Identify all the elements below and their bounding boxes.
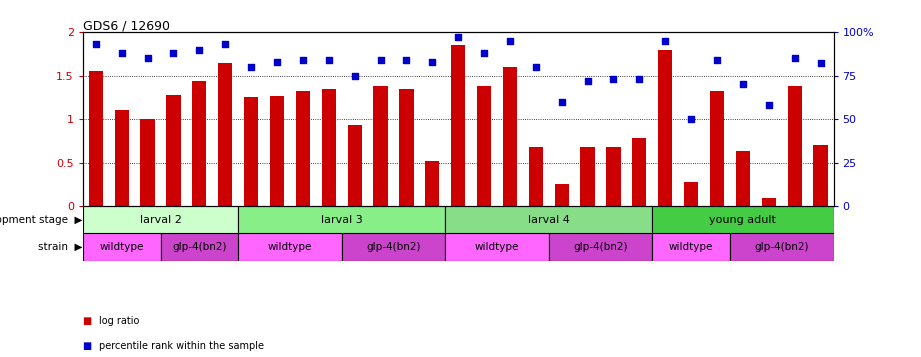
Text: percentile rank within the sample: percentile rank within the sample xyxy=(99,341,264,351)
Bar xyxy=(239,206,445,233)
Point xyxy=(632,76,647,82)
Bar xyxy=(239,233,342,261)
Point xyxy=(451,35,466,40)
Point xyxy=(192,47,206,52)
Bar xyxy=(244,97,258,206)
Point xyxy=(710,57,725,63)
Bar xyxy=(426,161,439,206)
Point xyxy=(114,50,129,56)
Bar xyxy=(445,206,652,233)
Text: log ratio: log ratio xyxy=(99,316,140,326)
Bar xyxy=(321,89,336,206)
Bar xyxy=(632,138,647,206)
Point xyxy=(736,81,751,87)
Point xyxy=(477,50,492,56)
Point xyxy=(762,102,776,108)
Text: wildtype: wildtype xyxy=(268,242,312,252)
Point xyxy=(296,57,310,63)
Bar xyxy=(580,147,595,206)
Bar xyxy=(549,233,652,261)
Bar xyxy=(167,95,181,206)
Bar xyxy=(342,233,445,261)
Text: wildtype: wildtype xyxy=(475,242,519,252)
Bar xyxy=(83,233,160,261)
Text: glp-4(bn2): glp-4(bn2) xyxy=(573,242,628,252)
Bar xyxy=(373,86,388,206)
Bar xyxy=(762,197,775,206)
Point xyxy=(813,61,828,66)
Bar xyxy=(787,86,802,206)
Bar xyxy=(606,147,621,206)
Point xyxy=(580,78,595,84)
Text: glp-4(bn2): glp-4(bn2) xyxy=(754,242,809,252)
Point xyxy=(425,59,439,65)
Point xyxy=(787,55,802,61)
Text: young adult: young adult xyxy=(709,215,776,225)
Bar xyxy=(503,67,517,206)
Point xyxy=(399,57,414,63)
Bar xyxy=(710,91,724,206)
Point xyxy=(503,38,518,44)
Text: larval 2: larval 2 xyxy=(140,215,181,225)
Bar xyxy=(730,233,834,261)
Point xyxy=(140,55,155,61)
Text: glp-4(bn2): glp-4(bn2) xyxy=(172,242,227,252)
Point xyxy=(658,38,672,44)
Text: strain  ▶: strain ▶ xyxy=(39,242,83,252)
Text: larval 4: larval 4 xyxy=(528,215,570,225)
Text: wildtype: wildtype xyxy=(99,242,144,252)
Text: development stage  ▶: development stage ▶ xyxy=(0,215,83,225)
Point xyxy=(166,50,181,56)
Point xyxy=(683,116,698,122)
Bar xyxy=(659,50,672,206)
Bar xyxy=(652,233,730,261)
Point xyxy=(606,76,621,82)
Bar xyxy=(554,185,569,206)
Bar xyxy=(652,206,834,233)
Bar xyxy=(451,45,465,206)
Bar xyxy=(114,110,129,206)
Bar xyxy=(83,206,239,233)
Text: glp-4(bn2): glp-4(bn2) xyxy=(367,242,421,252)
Text: wildtype: wildtype xyxy=(669,242,714,252)
Point xyxy=(270,59,285,65)
Bar xyxy=(160,233,239,261)
Point xyxy=(347,73,362,79)
Text: larval 3: larval 3 xyxy=(321,215,363,225)
Bar xyxy=(477,86,491,206)
Bar xyxy=(347,125,362,206)
Point xyxy=(554,99,569,105)
Bar xyxy=(529,147,543,206)
Point xyxy=(88,41,103,47)
Bar xyxy=(218,62,232,206)
Text: GDS6 / 12690: GDS6 / 12690 xyxy=(83,19,169,32)
Point xyxy=(218,41,233,47)
Bar xyxy=(270,96,285,206)
Bar xyxy=(684,182,698,206)
Bar xyxy=(445,233,549,261)
Bar xyxy=(400,89,414,206)
Bar xyxy=(736,151,750,206)
Bar xyxy=(192,81,206,206)
Text: ■: ■ xyxy=(83,316,95,326)
Point xyxy=(373,57,388,63)
Point xyxy=(244,64,259,70)
Bar xyxy=(141,119,155,206)
Bar xyxy=(296,91,310,206)
Point xyxy=(321,57,336,63)
Bar xyxy=(88,71,103,206)
Text: ■: ■ xyxy=(83,341,95,351)
Point xyxy=(529,64,543,70)
Bar xyxy=(813,145,828,206)
